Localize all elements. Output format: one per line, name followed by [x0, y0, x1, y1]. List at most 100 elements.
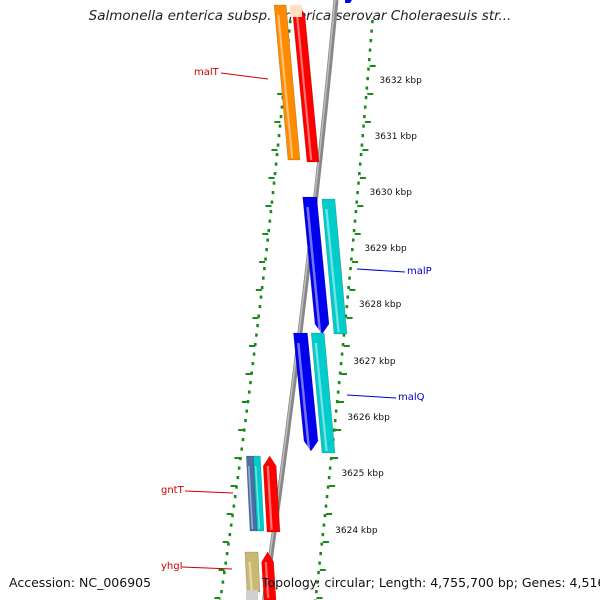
right-dotted-track: [321, 533, 325, 537]
gene-label-yhgI[interactable]: yhgI: [161, 561, 183, 572]
gene-yhgI-cds-shine: [264, 561, 270, 599]
left-tick: [238, 429, 245, 431]
left-dotted-track: [275, 153, 279, 157]
right-dotted-track: [325, 495, 329, 499]
right-tick: [369, 65, 376, 67]
right-tick: [332, 457, 339, 459]
top-reverse-marker: [345, 0, 352, 3]
left-dotted-track: [236, 476, 240, 480]
left-dotted-track: [227, 542, 230, 546]
gene-malQ-feature[interactable]: [310, 332, 336, 454]
left-tick: [252, 317, 259, 319]
right-dotted-track: [327, 476, 331, 480]
right-tick: [340, 373, 347, 375]
left-tick: [265, 205, 272, 207]
left-tick: [241, 401, 248, 403]
right-tick: [329, 485, 336, 487]
left-dotted-track: [269, 210, 273, 214]
right-dotted-track: [346, 295, 350, 299]
gene-yhgI-feature[interactable]: [244, 551, 261, 593]
gene-gntT-feature-a-shine: [247, 465, 254, 530]
gene-yhgI-cds[interactable]: [261, 551, 277, 600]
backbone-line: [262, 0, 339, 600]
left-dotted-track: [255, 333, 258, 337]
right-dotted-track: [361, 134, 365, 138]
left-tick: [262, 233, 269, 235]
gene-gntT-feature-b[interactable]: [252, 455, 265, 532]
gene-malP-feature-shine: [325, 208, 340, 333]
right-dotted-track: [351, 248, 354, 252]
right-dotted-track: [318, 561, 321, 565]
right-dotted-track: [339, 362, 343, 366]
gene-malT-feature-shine: [277, 14, 294, 159]
right-dotted-track: [316, 580, 319, 584]
left-dotted-track: [251, 362, 255, 366]
gene-malP-feature[interactable]: [321, 198, 348, 335]
left-tick: [268, 177, 275, 179]
right-dotted-track: [335, 400, 339, 404]
right-tick: [335, 429, 342, 431]
left-dotted-track: [231, 514, 234, 518]
gene-malT-cds-shine: [296, 14, 313, 161]
left-dotted-track: [279, 115, 283, 119]
left-dotted-track: [233, 495, 237, 499]
right-dotted-track: [371, 20, 374, 24]
right-dotted-track: [338, 371, 342, 375]
left-tick: [218, 569, 225, 571]
left-dotted-track: [271, 191, 275, 195]
gene-label-malQ[interactable]: malQ: [398, 392, 425, 403]
right-dotted-track: [320, 542, 324, 546]
left-dotted-track: [272, 181, 276, 185]
left-dotted-track: [274, 162, 278, 166]
right-dotted-track: [348, 276, 351, 280]
left-tick: [226, 513, 233, 515]
gene-label-malT[interactable]: malT: [194, 67, 220, 78]
right-dotted-track: [367, 67, 370, 71]
ruler-tick-label: 3630 kbp: [370, 188, 413, 198]
right-tick: [352, 261, 359, 263]
right-dotted-track: [350, 257, 353, 261]
right-dotted-track: [332, 428, 336, 432]
right-tick: [357, 205, 364, 207]
gene-label-leader: [181, 566, 233, 570]
right-dotted-track: [342, 333, 346, 337]
right-dotted-track: [363, 105, 367, 109]
left-dotted-track: [232, 504, 236, 508]
right-dotted-track: [351, 238, 355, 242]
gene-malP-cds[interactable]: [302, 196, 330, 335]
right-dotted-track: [369, 39, 373, 43]
right-dotted-track: [357, 181, 360, 185]
gene-label-leader: [346, 394, 397, 399]
left-dotted-track: [263, 267, 266, 271]
right-dotted-track: [352, 229, 356, 233]
gene-label-malP[interactable]: malP: [407, 266, 432, 277]
left-dotted-track: [258, 305, 262, 309]
right-tick: [362, 149, 369, 151]
left-dotted-track: [270, 200, 274, 204]
left-dotted-track: [268, 219, 272, 223]
left-dotted-track: [264, 257, 267, 261]
right-dotted-track: [366, 77, 369, 81]
right-tick: [349, 289, 356, 291]
ruler-tick-label: 3632 kbp: [379, 76, 422, 86]
right-dotted-track: [336, 390, 340, 394]
gene-label-leader: [356, 268, 406, 273]
right-tick: [359, 177, 366, 179]
right-dotted-track: [364, 96, 368, 100]
gene-label-leader: [184, 490, 234, 494]
left-tick: [222, 541, 229, 543]
gene-yhgI-feature-shine: [248, 561, 253, 591]
right-dotted-track: [322, 523, 326, 527]
ruler-tick-label: 3626 kbp: [347, 413, 390, 423]
gene-label-gntT[interactable]: gntT: [161, 485, 185, 496]
left-dotted-track: [244, 419, 247, 423]
left-dotted-track: [252, 352, 256, 356]
gene-malT-feature[interactable]: [273, 4, 301, 161]
right-dotted-track: [337, 381, 341, 385]
gene-gntT-cds[interactable]: [262, 455, 281, 533]
left-dotted-track: [288, 29, 291, 33]
left-tick: [245, 373, 252, 375]
right-dotted-track: [333, 419, 337, 423]
gene-malQ-cds[interactable]: [293, 332, 319, 452]
